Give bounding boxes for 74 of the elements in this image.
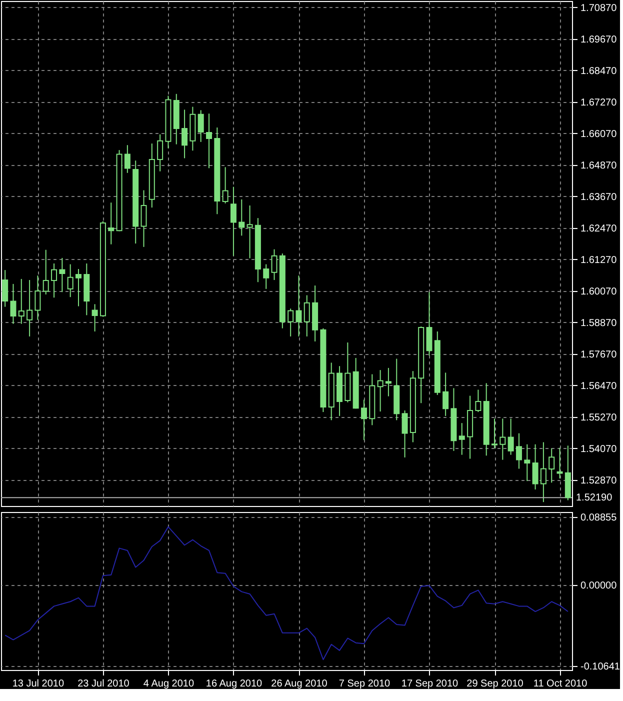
candlestick xyxy=(540,442,546,503)
candlestick xyxy=(442,372,449,416)
candlestick xyxy=(426,292,432,356)
x-tick-label: 29 Sep 2010 xyxy=(466,678,524,690)
y-tick-label: 1.62470 xyxy=(580,223,618,234)
candlestick xyxy=(500,418,506,460)
y-tick-label: 1.52870 xyxy=(580,475,618,486)
x-tick-label: 11 Oct 2010 xyxy=(533,678,588,690)
x-tick-label: 7 Sep 2010 xyxy=(338,678,391,690)
y-tick-label: 1.57670 xyxy=(580,349,618,360)
candlestick xyxy=(385,367,392,397)
y-tick-label: 0.00000 xyxy=(580,580,618,592)
candlestick xyxy=(475,389,482,413)
y-tick-label: 1.68470 xyxy=(580,66,618,77)
candlestick xyxy=(51,262,58,298)
candlestick xyxy=(26,280,33,337)
candlestick xyxy=(230,186,236,256)
candlestick xyxy=(108,202,114,245)
y-tick-label: 1.63670 xyxy=(580,192,618,203)
candlestick xyxy=(140,190,147,248)
y-tick-label: 0.08855 xyxy=(580,512,618,524)
candlestick xyxy=(124,144,130,174)
y-tick-label: 1.58870 xyxy=(580,318,618,329)
candlestick xyxy=(516,432,522,470)
x-tick-label: 26 Aug 2010 xyxy=(271,678,328,690)
candlestick xyxy=(34,275,41,320)
candlestick xyxy=(10,283,16,324)
candlestick xyxy=(2,270,8,308)
y-tick-label: 1.70870 xyxy=(580,2,618,14)
candlestick xyxy=(222,166,228,204)
candlestick xyxy=(75,268,82,307)
candlestick xyxy=(458,422,465,456)
candlestick xyxy=(238,198,245,236)
y-tick-label: 1.61270 xyxy=(580,254,618,266)
candlestick xyxy=(157,134,164,172)
candlestick xyxy=(296,275,302,337)
y-tick-label: -0.10641 xyxy=(580,662,620,673)
candlestick xyxy=(59,257,66,293)
candlestick xyxy=(524,444,530,482)
ref-line-label: 1.52190 xyxy=(576,492,613,504)
y-tick-label: 1.55270 xyxy=(580,412,618,424)
candlestick xyxy=(263,264,270,290)
candlestick xyxy=(304,294,310,337)
y-tick-label: 1.69670 xyxy=(580,34,618,46)
candlestick xyxy=(532,444,538,490)
candlestick xyxy=(492,418,498,449)
line-series xyxy=(4,526,568,660)
candlestick xyxy=(556,447,563,479)
x-tick-label: 23 Jul 2010 xyxy=(78,678,130,690)
candlestick xyxy=(360,399,367,441)
candlestick xyxy=(42,249,49,295)
candlestick xyxy=(182,109,188,159)
candlestick xyxy=(271,248,278,281)
candlestick xyxy=(18,278,24,324)
candlestick xyxy=(198,110,204,142)
y-tick-label: 1.67270 xyxy=(580,97,618,108)
y-tick-label: 1.54070 xyxy=(580,444,618,455)
y-tick-label: 1.56470 xyxy=(580,380,618,392)
candlestick xyxy=(67,264,74,298)
x-tick-label: 16 Aug 2010 xyxy=(206,678,262,690)
y-tick-label: 1.64870 xyxy=(580,160,618,172)
candlestick xyxy=(246,204,253,259)
y-tick-label: 1.66070 xyxy=(580,128,618,140)
candlestick xyxy=(548,448,555,484)
x-tick-label: 13 Jul 2010 xyxy=(12,678,64,690)
candlestick xyxy=(377,370,384,412)
candlestick xyxy=(92,304,98,332)
candlestick xyxy=(206,113,212,169)
candlestick xyxy=(508,418,514,456)
x-tick-label: 17 Sep 2010 xyxy=(401,678,459,690)
candlestick xyxy=(402,410,408,458)
x-tick-label: 4 Aug 2010 xyxy=(143,678,194,690)
candlestick xyxy=(288,308,294,337)
y-tick-label: 1.60070 xyxy=(580,286,618,298)
